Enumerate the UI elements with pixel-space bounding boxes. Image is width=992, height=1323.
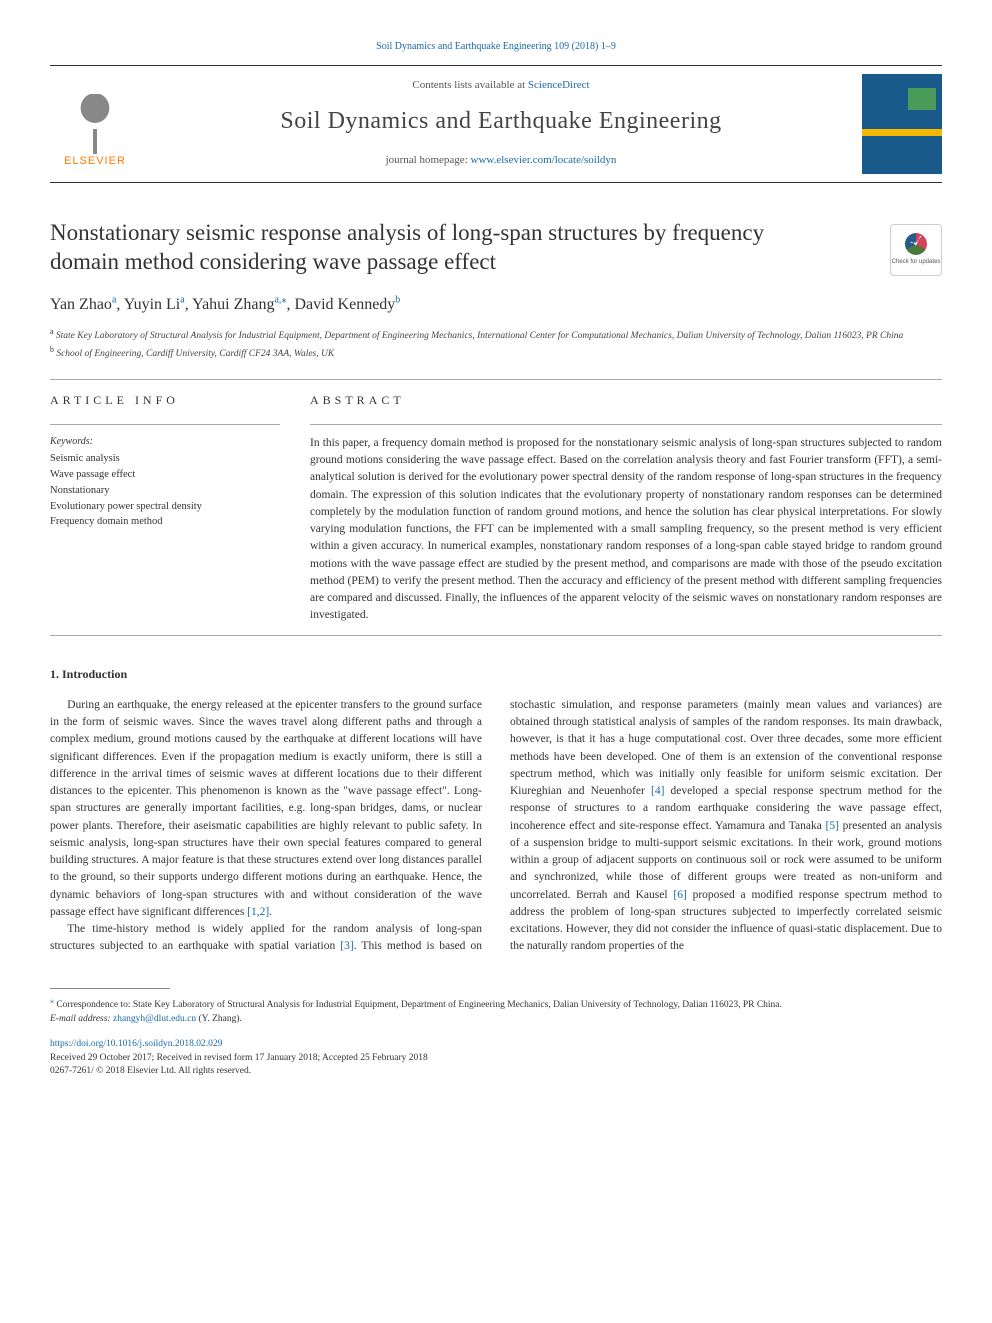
author: David Kennedyb bbox=[294, 296, 400, 313]
divider bbox=[310, 424, 942, 425]
crossmark-icon bbox=[905, 233, 927, 255]
article-info-label: ARTICLE INFO bbox=[50, 392, 280, 409]
keyword: Frequency domain method bbox=[50, 514, 280, 530]
citation-link[interactable]: [5] bbox=[826, 820, 839, 832]
keywords-label: Keywords: bbox=[50, 435, 280, 450]
email-link[interactable]: zhangyh@dlut.edu.cn bbox=[113, 1014, 196, 1024]
abstract-text: In this paper, a frequency domain method… bbox=[310, 435, 942, 625]
journal-cover-thumbnail bbox=[862, 74, 942, 174]
keywords-list: Seismic analysis Wave passage effect Non… bbox=[50, 451, 280, 530]
footnote-divider bbox=[50, 988, 170, 989]
journal-name: Soil Dynamics and Earthquake Engineering bbox=[150, 104, 852, 139]
keyword: Evolutionary power spectral density bbox=[50, 499, 280, 515]
affiliation: b School of Engineering, Cardiff Univers… bbox=[50, 344, 942, 361]
citation-link[interactable]: [6] bbox=[673, 889, 686, 901]
homepage-line: journal homepage: www.elsevier.com/locat… bbox=[150, 153, 852, 169]
check-updates-label: Check for updates bbox=[892, 258, 941, 267]
email-footnote: E-mail address: zhangyh@dlut.edu.cn (Y. … bbox=[50, 1013, 942, 1027]
sciencedirect-link[interactable]: ScienceDirect bbox=[528, 79, 590, 91]
keyword: Seismic analysis bbox=[50, 451, 280, 467]
contents-available-line: Contents lists available at ScienceDirec… bbox=[150, 78, 852, 94]
elsevier-tree-icon bbox=[65, 89, 125, 154]
doi-link[interactable]: https://doi.org/10.1016/j.soildyn.2018.0… bbox=[50, 1039, 222, 1049]
divider bbox=[50, 635, 942, 636]
author: Yuyin Lia bbox=[124, 296, 185, 313]
author: Yahui Zhanga,⁎ bbox=[192, 296, 286, 313]
article-title: Nonstationary seismic response analysis … bbox=[50, 218, 810, 278]
citation-link[interactable]: [1,2] bbox=[247, 906, 269, 918]
body-text: During an earthquake, the energy release… bbox=[50, 697, 942, 956]
citation-link[interactable]: [3] bbox=[340, 940, 353, 952]
citation-link[interactable]: [4] bbox=[651, 785, 664, 797]
divider bbox=[50, 379, 942, 380]
author: Yan Zhaoa bbox=[50, 296, 116, 313]
journal-header: ELSEVIER Contents lists available at Sci… bbox=[50, 65, 942, 183]
corresponding-footnote: ⁎ Correspondence to: State Key Laborator… bbox=[50, 995, 942, 1013]
journal-reference: Soil Dynamics and Earthquake Engineering… bbox=[50, 40, 942, 55]
affiliations: a State Key Laboratory of Structural Ana… bbox=[50, 326, 942, 361]
section-heading: 1. Introduction bbox=[50, 666, 942, 683]
abstract-label: ABSTRACT bbox=[310, 392, 942, 409]
homepage-link[interactable]: www.elsevier.com/locate/soildyn bbox=[471, 154, 617, 166]
received-dates: Received 29 October 2017; Received in re… bbox=[50, 1052, 942, 1065]
divider bbox=[50, 424, 280, 425]
affiliation: a State Key Laboratory of Structural Ana… bbox=[50, 326, 942, 343]
homepage-prefix: journal homepage: bbox=[386, 154, 471, 166]
copyright: 0267-7261/ © 2018 Elsevier Ltd. All righ… bbox=[50, 1065, 942, 1078]
footnotes: ⁎ Correspondence to: State Key Laborator… bbox=[50, 995, 942, 1027]
author-list: Yan Zhaoa, Yuyin Lia, Yahui Zhanga,⁎, Da… bbox=[50, 293, 942, 316]
contents-prefix: Contents lists available at bbox=[412, 79, 527, 91]
elsevier-logo: ELSEVIER bbox=[50, 74, 140, 174]
paragraph: During an earthquake, the energy release… bbox=[50, 697, 482, 921]
keyword: Nonstationary bbox=[50, 483, 280, 499]
keyword: Wave passage effect bbox=[50, 467, 280, 483]
publication-info: https://doi.org/10.1016/j.soildyn.2018.0… bbox=[50, 1038, 942, 1078]
check-for-updates-badge[interactable]: Check for updates bbox=[890, 224, 942, 276]
publisher-name: ELSEVIER bbox=[64, 154, 126, 170]
